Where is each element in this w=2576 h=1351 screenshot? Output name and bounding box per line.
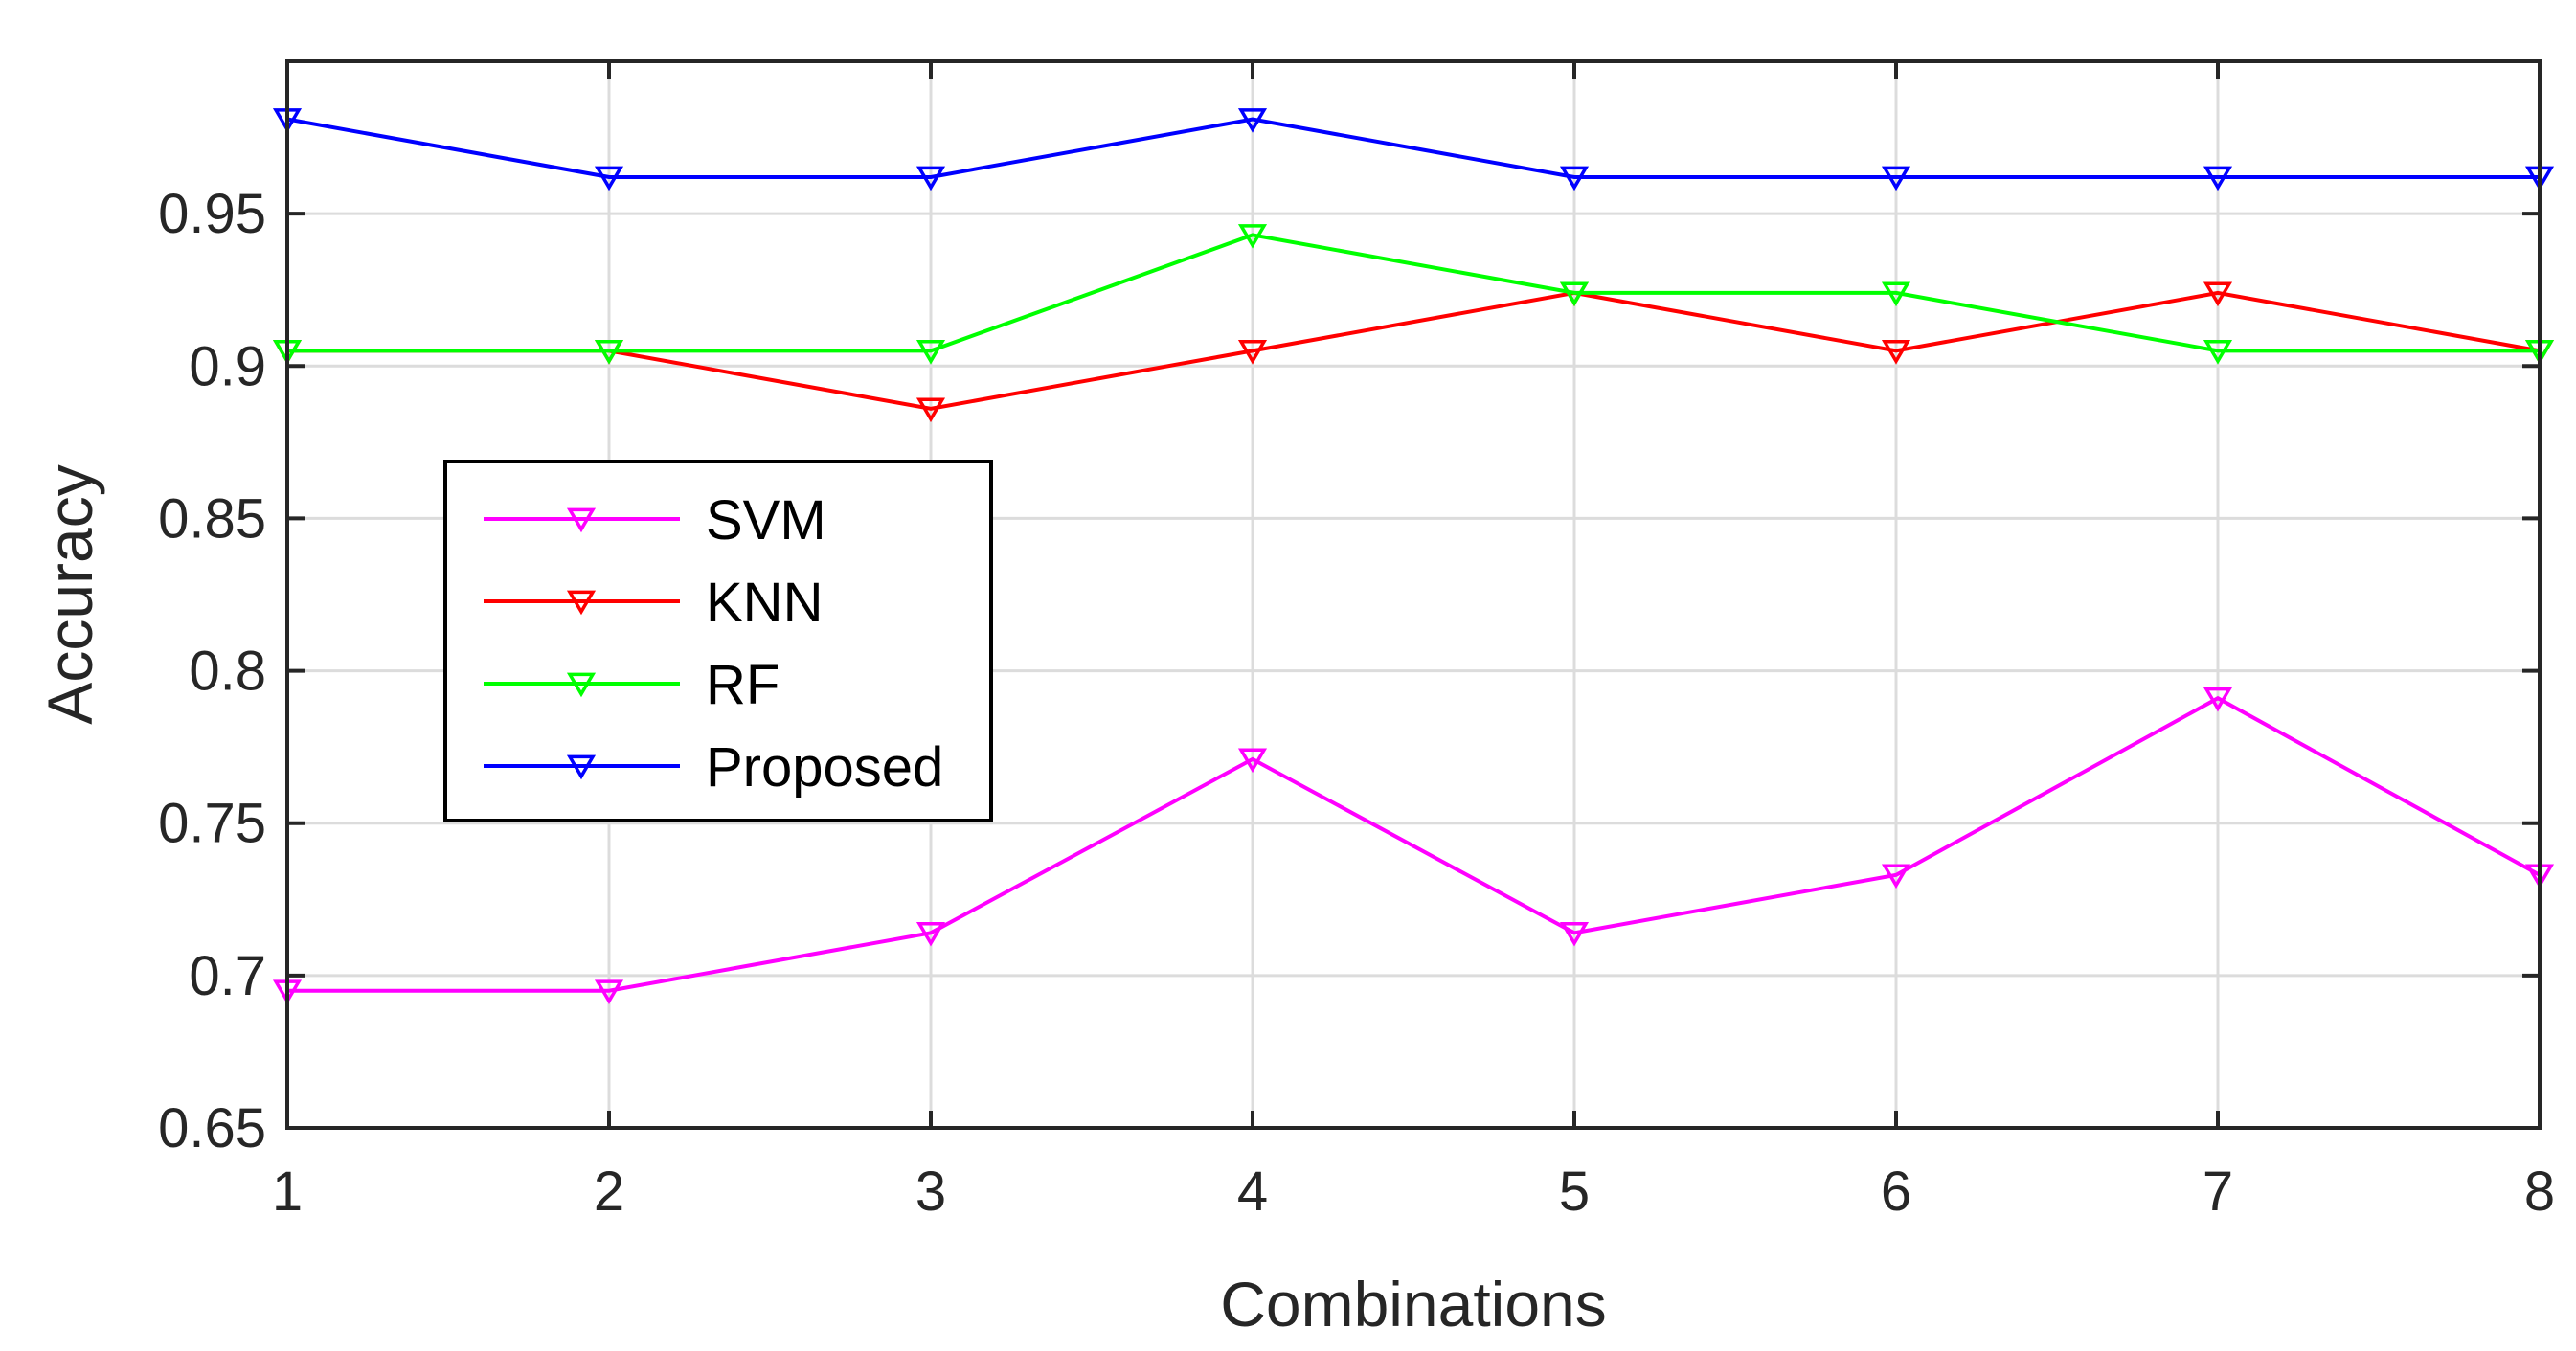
data-point-knn — [1881, 340, 1911, 365]
data-point-rf — [2203, 340, 2233, 365]
data-point-proposed — [1881, 166, 1911, 191]
data-point-rf — [1559, 281, 1590, 307]
legend-marker — [566, 754, 597, 780]
y-tick-label: 0.85 — [158, 487, 266, 550]
y-axis-title: Accuracy — [34, 464, 105, 724]
series-proposed — [272, 108, 2555, 191]
series-layer — [272, 108, 2555, 1005]
data-point-rf — [1881, 281, 1911, 307]
data-point-svm — [1559, 921, 1590, 947]
x-tick-label: 2 — [594, 1160, 624, 1223]
x-tick-label: 3 — [915, 1160, 946, 1223]
legend-item-knn: KNN — [484, 572, 823, 634]
x-tick-labels: 1 2 3 4 5 6 7 8 — [272, 1160, 2555, 1223]
series-line-svm — [287, 695, 2541, 993]
plot-area-border — [285, 59, 2542, 1130]
x-tick-label: 6 — [1881, 1160, 1911, 1223]
series-line-knn — [287, 290, 2541, 411]
legend-marker — [566, 672, 597, 698]
legend-item-proposed: Proposed — [484, 736, 943, 799]
x-axis-title: Combinations — [1220, 1269, 1607, 1340]
legend-marker — [566, 507, 597, 533]
y-tick-label: 0.7 — [189, 945, 266, 1007]
data-point-svm — [1237, 748, 1268, 774]
series-line-proposed — [286, 117, 2540, 179]
data-point-svm — [915, 921, 946, 947]
data-point-knn — [1237, 340, 1268, 365]
legend-label: RF — [706, 654, 780, 716]
y-tick-label: 0.65 — [158, 1097, 266, 1160]
data-point-proposed — [2203, 166, 2233, 191]
legend-label: KNN — [706, 572, 823, 634]
x-tick-label: 8 — [2524, 1160, 2555, 1223]
legend-marker — [566, 590, 597, 616]
data-point-rf — [1237, 224, 1268, 249]
x-tick-label: 5 — [1559, 1160, 1590, 1223]
ticks — [285, 61, 2542, 1130]
y-tick-label: 0.9 — [189, 335, 266, 397]
y-tick-label: 0.75 — [158, 793, 266, 855]
data-point-rf — [915, 340, 946, 365]
data-point-svm — [2203, 687, 2233, 712]
legend-label: Proposed — [706, 736, 943, 799]
data-point-knn — [2203, 281, 2233, 307]
data-point-knn — [915, 397, 946, 423]
y-tick-label: 0.95 — [158, 183, 266, 245]
y-tick-label: 0.8 — [189, 641, 266, 703]
legend-item-rf: RF — [484, 654, 780, 716]
data-point-svm — [1881, 864, 1911, 889]
x-tick-label: 7 — [2203, 1160, 2233, 1223]
data-point-svm — [594, 979, 624, 1005]
legend-label: SVM — [706, 489, 826, 552]
data-point-proposed — [1237, 108, 1268, 133]
data-point-proposed — [915, 166, 946, 191]
data-point-rf — [594, 340, 624, 365]
data-point-proposed — [594, 166, 624, 191]
legend: SVM KNN RF Proposed — [443, 460, 993, 822]
legend-box — [443, 460, 993, 822]
x-tick-label: 1 — [272, 1160, 303, 1223]
data-point-proposed — [1559, 166, 1590, 191]
series-line-rf — [287, 233, 2540, 353]
y-tick-labels: 0.65 0.7 0.75 0.8 0.85 0.9 0.95 — [158, 183, 266, 1160]
x-tick-label: 4 — [1237, 1160, 1268, 1223]
legend-item-svm: SVM — [484, 489, 826, 552]
series-svm — [272, 687, 2555, 1005]
